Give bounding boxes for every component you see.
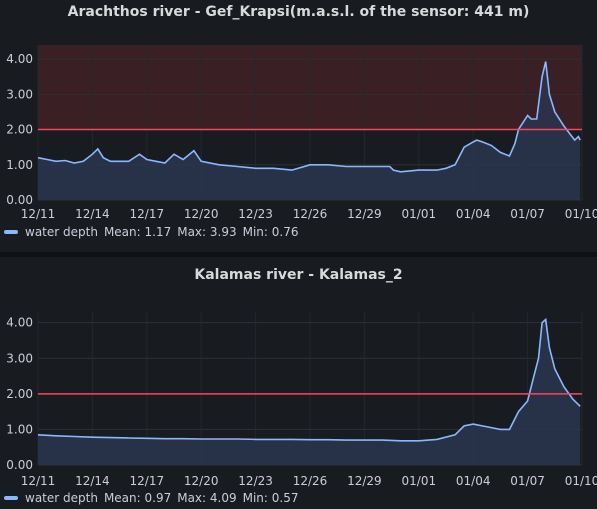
y-tick-label: 2.00	[6, 387, 33, 401]
y-tick-label: 3.00	[6, 87, 33, 101]
y-tick-label: 1.00	[6, 158, 33, 172]
y-tick-label: 4.00	[6, 316, 33, 330]
x-tick-label: 12/20	[184, 474, 219, 488]
legend-max: Max: 3.93	[177, 225, 237, 239]
y-tick-label: 2.00	[6, 123, 33, 137]
x-tick-label: 12/17	[130, 474, 165, 488]
x-tick-label: 12/29	[347, 474, 382, 488]
x-tick-label: 12/14	[75, 207, 110, 221]
legend-mean: Mean: 1.17	[103, 225, 172, 239]
x-tick-label: 01/04	[456, 474, 491, 488]
legend-series-label[interactable]: water depth	[25, 225, 98, 239]
legend-swatch	[4, 496, 18, 500]
chart-arachthos[interactable]: 0.00 1.00 2.00 3.00 4.00 12/11 12/14 12/17 12/20…	[0, 0, 597, 225]
x-tick-label: 01/10	[565, 207, 597, 221]
panel-arachthos: Arachthos river - Gef_Krapsi(m.a.s.l. of…	[0, 0, 597, 252]
y-tick-label: 3.00	[6, 351, 33, 365]
x-tick-label: 01/07	[510, 474, 545, 488]
series-area	[38, 319, 581, 465]
legend-min: Min: 0.57	[242, 491, 299, 505]
series-line	[37, 317, 581, 442]
y-tick-label: 0.00	[6, 193, 33, 207]
x-tick-label: 01/01	[402, 207, 437, 221]
panel-kalamas: Kalamas river - Kalamas_2 0.00 1.00 2.00 3.…	[0, 257, 597, 509]
legend-min: Min: 0.76	[242, 225, 299, 239]
legend-mean: Mean: 0.97	[103, 491, 172, 505]
x-tick-label: 01/10	[565, 474, 597, 488]
x-tick-label: 01/01	[402, 474, 437, 488]
x-tick-label: 12/26	[293, 474, 328, 488]
series-area	[38, 61, 581, 200]
legend[interactable]: water depth Mean: 0.97 Max: 4.09 Min: 0.…	[4, 491, 304, 505]
x-tick-label: 12/11	[21, 207, 56, 221]
x-tick-label: 01/07	[510, 207, 545, 221]
x-tick-label: 12/20	[184, 207, 219, 221]
x-tick-label: 12/29	[347, 207, 382, 221]
legend-max: Max: 4.09	[177, 491, 237, 505]
y-tick-label: 4.00	[6, 52, 33, 66]
x-tick-label: 12/17	[130, 207, 165, 221]
legend-swatch	[4, 230, 18, 234]
chart-kalamas[interactable]: 0.00 1.00 2.00 3.00 4.00 12/11 12/14 12/17 12/20…	[0, 257, 597, 493]
legend-series-label[interactable]: water depth	[25, 491, 98, 505]
x-tick-label: 12/14	[75, 474, 110, 488]
panel-title[interactable]: Arachthos river - Gef_Krapsi(m.a.s.l. of…	[67, 4, 530, 20]
legend[interactable]: water depth Mean: 1.17 Max: 3.93 Min: 0.…	[4, 225, 304, 239]
series-line	[37, 61, 581, 173]
x-tick-label: 12/23	[238, 207, 273, 221]
x-tick-label: 12/11	[21, 474, 56, 488]
x-tick-label: 12/26	[293, 207, 328, 221]
x-tick-label: 01/04	[456, 207, 491, 221]
y-tick-label: 0.00	[6, 458, 33, 472]
panel-divider	[0, 252, 597, 257]
y-tick-label: 1.00	[6, 422, 33, 436]
panel-title[interactable]: Kalamas river - Kalamas_2	[194, 267, 403, 283]
x-tick-label: 12/23	[238, 474, 273, 488]
